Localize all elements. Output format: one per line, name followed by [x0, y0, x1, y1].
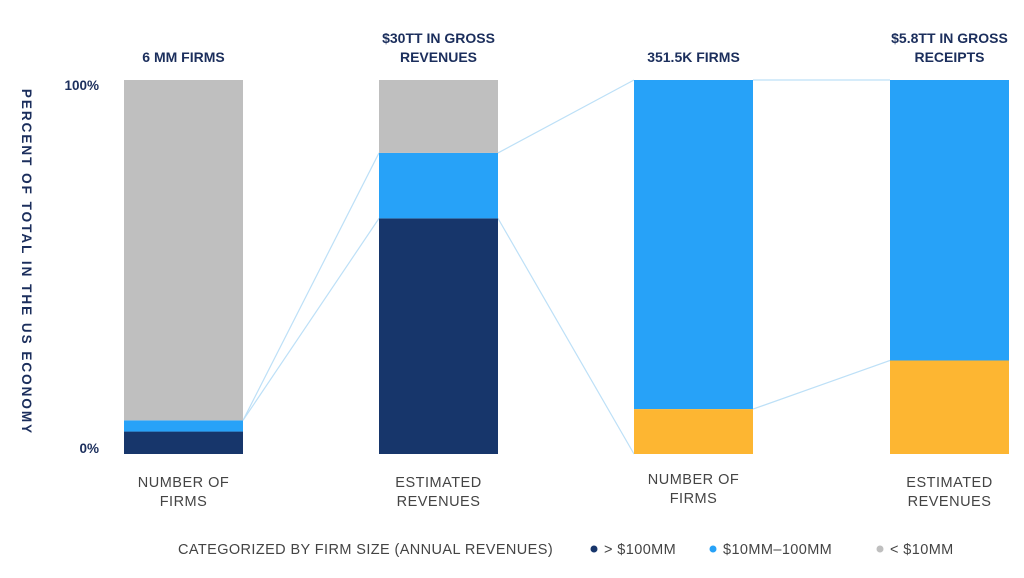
legend-label-mid: $10MM–100MM	[723, 542, 832, 558]
bar-3-seg-upper	[634, 80, 753, 410]
bar-4-title-line-1: $5.8TT IN GROSS	[891, 30, 1008, 46]
connector-line-1a	[242, 152, 380, 421]
bar-1-label-line-2: FIRMS	[160, 494, 208, 510]
bar-4-title-line-2: RECEIPTS	[914, 49, 984, 65]
connector-line-2b	[497, 218, 635, 455]
bar-4-seg-upper	[890, 80, 1009, 361]
bar-1-seg-small	[124, 80, 243, 421]
legend-dot-mid	[709, 545, 717, 553]
connector-line-3b	[752, 359, 891, 410]
connector-lines	[242, 79, 891, 455]
bar-2-label-line-1: ESTIMATED	[395, 475, 481, 491]
connector-line-2a	[497, 79, 635, 154]
bar-2-title-line-2: REVENUES	[400, 49, 477, 65]
bars-group	[124, 80, 1009, 454]
legend-label-large: > $100MM	[604, 542, 676, 558]
bar-2-seg-large	[379, 218, 498, 454]
legend-label-small: < $10MM	[890, 542, 954, 558]
bar-3-title-line-1: 351.5K FIRMS	[647, 49, 740, 65]
bar-2-seg-mid	[379, 152, 498, 219]
legend-prefix: CATEGORIZED BY FIRM SIZE (ANNUAL REVENUE…	[178, 542, 553, 558]
bar-titles: 6 MM FIRMS $30TT IN GROSS REVENUES 351.5K F…	[142, 30, 1008, 65]
bar-4-label-line-1: ESTIMATED	[906, 475, 992, 491]
bar-2-title-line-1: $30TT IN GROSS	[382, 30, 495, 46]
bar-1-seg-large	[124, 431, 243, 454]
y-tick-100: 100%	[64, 78, 99, 93]
bar-1-seg-mid	[124, 420, 243, 432]
y-axis-label: PERCENT OF TOTAL IN THE US ECONOMY	[19, 89, 34, 435]
bar-3-seg-lower	[634, 409, 753, 454]
bar-4-seg-lower	[890, 360, 1009, 454]
bar-3-label-line-1: NUMBER OF	[648, 472, 740, 488]
bar-4-label-line-2: REVENUES	[908, 494, 992, 510]
bar-labels: NUMBER OF FIRMS ESTIMATED REVENUES NUMBER OF…	[138, 472, 992, 510]
legend: CATEGORIZED BY FIRM SIZE (ANNUAL REVENUE…	[178, 542, 954, 558]
bar-2-seg-small	[379, 80, 498, 153]
bar-1-label-line-1: NUMBER OF	[138, 475, 230, 491]
connector-line-1b	[242, 218, 380, 421]
bar-3-label-line-2: FIRMS	[670, 491, 718, 507]
bar-1-title-line-1: 6 MM FIRMS	[142, 49, 224, 65]
legend-dot-small	[876, 545, 884, 553]
legend-dot-large	[590, 545, 598, 553]
bar-2-label-line-2: REVENUES	[397, 494, 481, 510]
y-tick-0: 0%	[79, 441, 99, 456]
